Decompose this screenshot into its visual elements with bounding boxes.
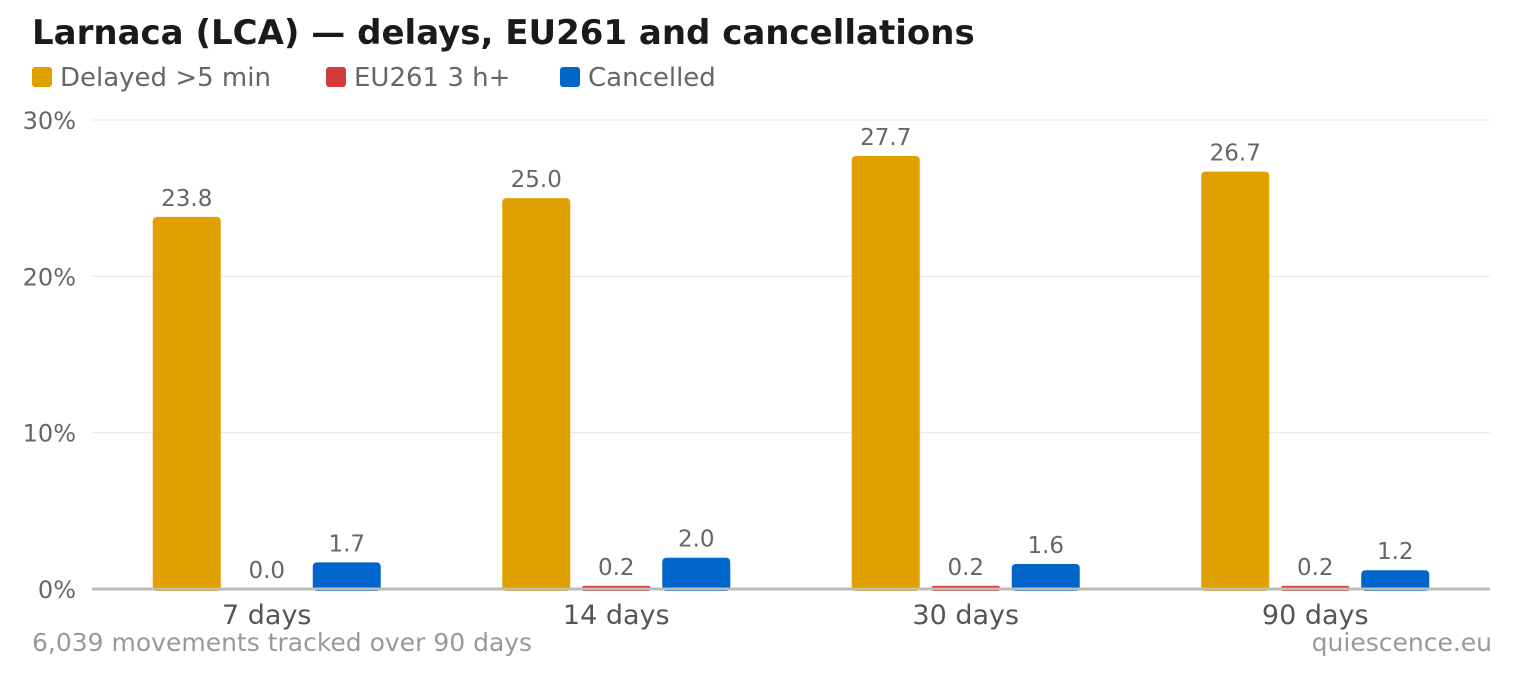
- x-tick-label: 30 days: [912, 600, 1019, 631]
- source-credit: quiescence.eu: [1312, 628, 1492, 657]
- y-axis-ticks: 0% 10% 20% 30%: [23, 107, 76, 604]
- bar: [851, 155, 920, 591]
- bar: [152, 216, 221, 591]
- x-axis-ticks: 7 days 14 days 30 days 90 days: [222, 600, 1369, 631]
- legend-swatch: [326, 67, 346, 87]
- data-label: 2.0: [678, 527, 715, 553]
- legend-label: Cancelled: [588, 63, 716, 93]
- data-label: 1.6: [1027, 533, 1064, 559]
- legend-label: Delayed >5 min: [60, 63, 271, 93]
- bar: [662, 557, 731, 591]
- data-label: 23.8: [161, 186, 212, 212]
- data-label: 0.2: [1297, 555, 1334, 581]
- bar: [1361, 570, 1430, 591]
- gridlines: [92, 119, 1490, 434]
- data-label: 26.7: [1210, 141, 1261, 167]
- data-label: 25.0: [511, 167, 562, 193]
- data-label: 0.2: [598, 555, 635, 581]
- y-tick-label: 20%: [23, 263, 76, 291]
- bar: [1011, 563, 1080, 591]
- bar: [312, 562, 381, 591]
- data-label: 1.2: [1377, 539, 1414, 565]
- bar: [502, 198, 571, 591]
- bar: [1201, 171, 1270, 591]
- data-label: 0.0: [248, 558, 285, 584]
- x-tick-label: 14 days: [563, 600, 670, 631]
- legend: Delayed >5 min EU261 3 h+ Cancelled: [32, 63, 716, 93]
- footnote: 6,039 movements tracked over 90 days: [32, 628, 532, 657]
- legend-swatch: [560, 67, 580, 87]
- legend-label: EU261 3 h+: [354, 63, 510, 93]
- chart-title: Larnaca (LCA) — delays, EU261 and cancel…: [32, 13, 975, 53]
- x-tick-label: 7 days: [222, 600, 312, 631]
- legend-swatch: [32, 67, 52, 87]
- y-tick-label: 10%: [23, 420, 76, 448]
- data-label: 0.2: [947, 555, 984, 581]
- y-tick-label: 30%: [23, 107, 76, 135]
- data-label: 27.7: [860, 125, 911, 151]
- y-tick-label: 0%: [38, 576, 76, 604]
- x-tick-label: 90 days: [1262, 600, 1369, 631]
- value-labels: 23.8 0.0 1.7 25.0 0.2 2.0 27.7 0.2 1.6 26.7 0.2 1.2: [161, 125, 1413, 584]
- data-label: 1.7: [328, 531, 365, 557]
- bars: [152, 155, 1430, 591]
